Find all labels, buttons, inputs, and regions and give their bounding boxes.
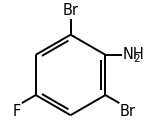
- Text: Br: Br: [120, 104, 136, 119]
- Text: NH: NH: [122, 47, 144, 62]
- Text: F: F: [13, 104, 21, 119]
- Text: Br: Br: [63, 3, 79, 18]
- Text: 2: 2: [133, 54, 140, 64]
